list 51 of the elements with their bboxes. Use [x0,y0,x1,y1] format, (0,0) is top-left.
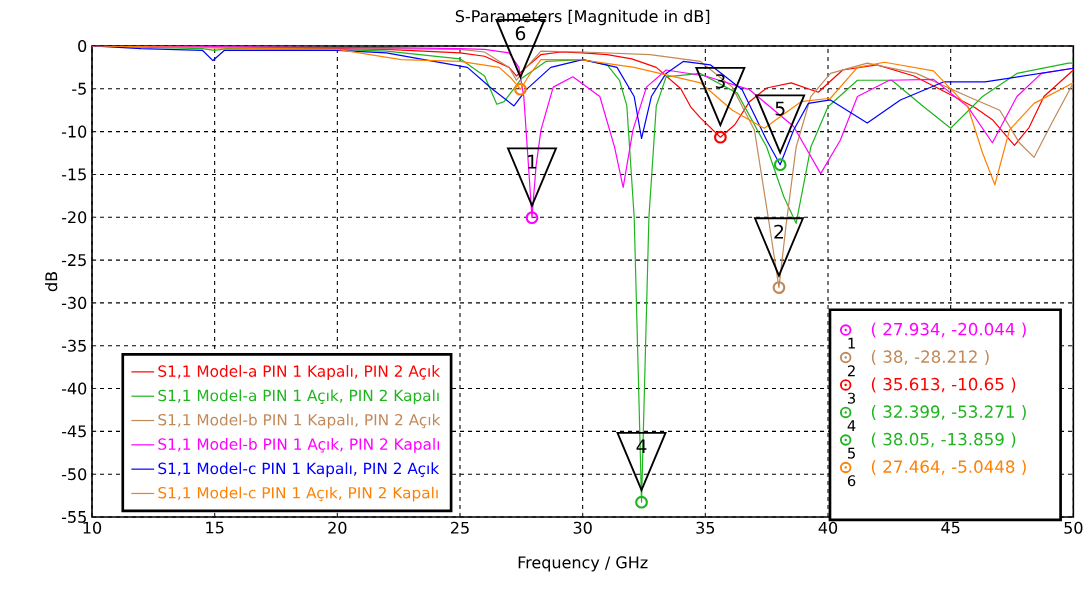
legend-label: S1,1 Model-b PIN 1 Kapalı, PIN 2 Açık [158,413,441,429]
legend-label: S1,1 Model-c PIN 1 Açık, PIN 2 Kapalı [158,486,438,502]
annotation: 6 [847,475,856,487]
point [772,281,786,294]
y-tick-label: -45 [61,425,86,438]
x-tick-label: 15 [206,521,224,534]
point [713,130,727,144]
y-tick-label: -40 [61,382,87,395]
annotation: ( 27.464, -5.0448 ) [871,460,1026,475]
x-tick-label: 50 [1064,521,1083,534]
legend-label: S1,1 Model-a PIN 1 Açık, PIN 2 Kapalı [158,389,439,405]
y-tick-label: 0 [78,39,87,53]
x-tick-label: 25 [451,521,469,534]
y-tick-label: -25 [61,254,86,267]
annotation: 4 [847,420,856,432]
annotation: ( 35.613, -10.65 ) [871,377,1016,393]
y-tick-label: -10 [61,125,87,138]
annotation: ( 32.399, -53.271 ) [871,405,1026,420]
annotation: 5 [775,101,785,116]
y-tick-label: -30 [61,296,87,309]
point [635,495,648,509]
y-tick-label: -15 [61,168,86,181]
y-tick-label: -55 [61,511,86,523]
legend-label: S1,1 Model-a PIN 1 Kapalı, PIN 2 Açık [158,365,441,380]
y-axis-title: dB [44,272,58,292]
chart-title: S-Parameters [Magnitude in dB] [455,9,710,26]
x-tick-label: 20 [328,521,347,534]
legend-label: S1,1 Model-b PIN 1 Açık, PIN 2 Kapalı [158,438,440,453]
point [773,158,787,172]
annotation: 1 [848,337,855,349]
point [525,211,539,225]
x-axis-title: Frequency / GHz [518,556,648,572]
x-tick-label: 30 [573,521,592,534]
x-tick-label: 45 [941,521,960,534]
annotation: 6 [515,26,526,41]
x-tick-label: 40 [818,521,838,534]
y-tick-label: -5 [72,82,86,95]
x-tick-label: 10 [83,521,102,534]
y-tick-label: -20 [61,211,87,224]
annotation: 2 [774,224,784,239]
annotation: 2 [847,365,855,377]
y-tick-label: -50 [61,468,87,481]
legend-label: S1,1 Model-c PIN 1 Kapalı, PIN 2 Açık [158,462,440,478]
y-tick-label: -35 [61,339,86,352]
annotation: ( 38, -28.212 ) [871,350,989,365]
point [514,82,527,96]
annotation: 5 [848,447,855,459]
x-tick-label: 35 [696,521,715,534]
annotation: ( 27.934, -20.044 ) [871,322,1026,338]
annotation: 3 [848,392,856,404]
annotation: ( 38.05, -13.859 ) [871,432,1016,448]
